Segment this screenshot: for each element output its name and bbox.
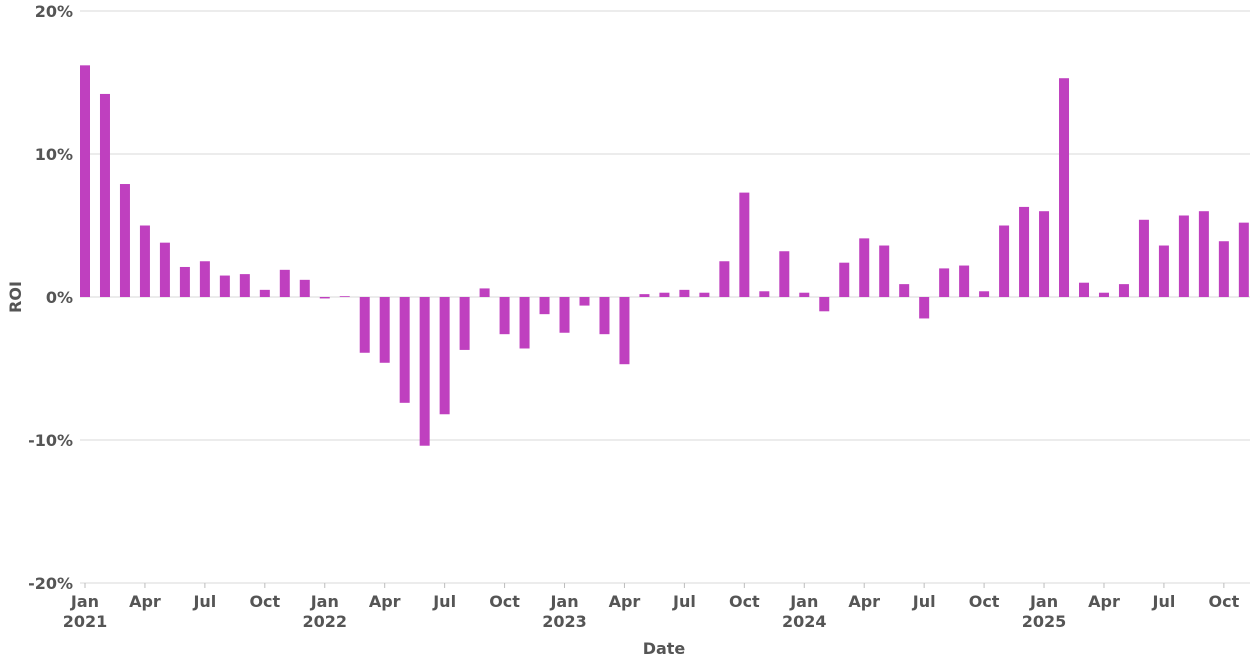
- bar: [519, 297, 530, 349]
- x-tick-label: Apr: [848, 592, 880, 611]
- y-tick-label: -20%: [28, 574, 73, 593]
- bar: [199, 261, 210, 297]
- y-tick-label: 0%: [46, 288, 73, 307]
- bar: [999, 225, 1010, 297]
- bar: [699, 292, 710, 297]
- bar: [1118, 284, 1129, 297]
- bar: [879, 245, 890, 297]
- bar: [1178, 215, 1189, 297]
- bar: [1079, 282, 1089, 297]
- x-tick-year-label: 2022: [302, 612, 347, 631]
- bar: [279, 269, 290, 297]
- y-tick-label: 20%: [35, 2, 73, 21]
- bar: [1238, 222, 1249, 297]
- bar: [139, 225, 150, 297]
- bar: [359, 297, 370, 353]
- bar: [599, 297, 610, 335]
- bar: [1059, 78, 1070, 298]
- bar: [1218, 241, 1229, 297]
- bar: [679, 289, 690, 297]
- bar: [759, 291, 770, 297]
- x-tick-label: Jan: [1029, 592, 1058, 611]
- x-tick-label: Apr: [1088, 592, 1120, 611]
- bar: [499, 297, 510, 335]
- x-tick-label: Oct: [249, 592, 280, 611]
- bar: [439, 297, 450, 415]
- bar: [80, 65, 90, 297]
- bar: [159, 242, 170, 297]
- bar: [839, 262, 850, 297]
- bar: [459, 297, 470, 350]
- bar: [859, 238, 870, 297]
- x-tick-label: Apr: [369, 592, 401, 611]
- bar: [1198, 211, 1209, 297]
- bar: [899, 284, 910, 297]
- bar: [239, 274, 250, 297]
- bar: [539, 297, 550, 315]
- bar: [339, 296, 350, 297]
- bar: [919, 297, 930, 319]
- bar: [1019, 206, 1030, 297]
- x-tick-label: Jan: [70, 592, 99, 611]
- x-tick-year-label: 2024: [782, 612, 827, 631]
- x-tick-label: Oct: [1208, 592, 1239, 611]
- bar: [719, 261, 730, 297]
- bar: [939, 268, 950, 297]
- bar: [799, 292, 810, 297]
- bar: [119, 184, 130, 297]
- x-tick-label: Apr: [609, 592, 641, 611]
- x-tick-year-label: 2025: [1022, 612, 1067, 631]
- bar: [579, 297, 590, 306]
- bar: [979, 291, 990, 297]
- x-tick-label: Apr: [129, 592, 161, 611]
- y-tick-label: -10%: [28, 431, 73, 450]
- bar: [259, 289, 270, 297]
- x-tick-label: Jan: [310, 592, 339, 611]
- bar: [319, 297, 330, 299]
- bar: [99, 93, 110, 297]
- bar: [399, 297, 410, 403]
- x-tick-year-label: 2021: [63, 612, 108, 631]
- x-axis-title: Date: [643, 639, 686, 658]
- bar: [479, 288, 490, 297]
- x-tick-label: Jul: [192, 592, 216, 611]
- x-tick-label: Oct: [489, 592, 520, 611]
- x-tick-label: Jul: [672, 592, 696, 611]
- bars: [80, 65, 1249, 446]
- bar: [219, 275, 230, 297]
- x-tick-label: Oct: [969, 592, 1000, 611]
- y-tick-label: 10%: [35, 145, 73, 164]
- y-axis-title: ROI: [6, 281, 25, 313]
- x-tick-label: Jul: [912, 592, 936, 611]
- x-tick-label: Jan: [789, 592, 818, 611]
- bar: [959, 265, 970, 297]
- x-tick-year-label: 2023: [542, 612, 587, 631]
- bar: [1158, 245, 1169, 297]
- bar: [639, 294, 650, 297]
- bar: [179, 266, 190, 297]
- bar: [1138, 219, 1149, 297]
- bar: [559, 297, 570, 333]
- bar: [299, 279, 310, 297]
- bar: [1098, 292, 1109, 297]
- bar: [419, 297, 430, 446]
- bar: [659, 292, 670, 297]
- x-tick-label: Oct: [729, 592, 760, 611]
- bar: [739, 192, 750, 297]
- x-tick-label: Jul: [1152, 592, 1176, 611]
- bar: [379, 297, 390, 363]
- y-axis-ticks: 20% 10% 0% -10% -20%: [28, 2, 73, 593]
- bar: [779, 251, 790, 297]
- x-tick-label: Jan: [549, 592, 578, 611]
- bar: [819, 297, 830, 312]
- x-tick-label: Jul: [432, 592, 456, 611]
- bar: [1039, 211, 1050, 297]
- bar: [619, 297, 630, 365]
